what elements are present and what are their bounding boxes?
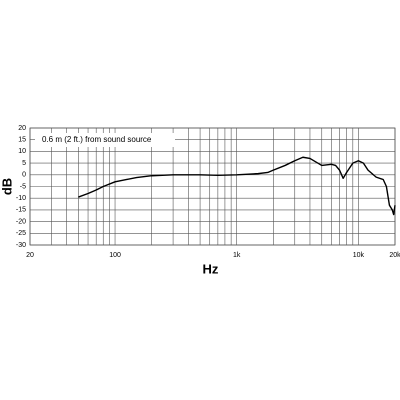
- y-axis-label: dB: [0, 178, 14, 195]
- response-curve: [78, 156, 396, 216]
- x-axis-label: Hz: [203, 261, 219, 276]
- y-tick-label: 10: [18, 148, 26, 155]
- y-tick-label: -25: [16, 230, 26, 237]
- x-tick-label: 10k: [353, 252, 365, 259]
- annotation-background: [35, 133, 175, 147]
- y-tick-label: 5: [22, 160, 26, 167]
- x-tick-label: 1k: [233, 252, 241, 259]
- y-tick-label: 15: [18, 137, 26, 144]
- y-tick-label: 20: [18, 125, 26, 132]
- y-tick-label: -30: [16, 242, 26, 249]
- plot-frame: [29, 127, 396, 246]
- y-tick-label: -10: [16, 195, 26, 202]
- y-tick-label: -5: [20, 183, 26, 190]
- y-tick-label: 0: [22, 172, 26, 179]
- y-tick-label: -15: [16, 207, 26, 214]
- y-tick-label: -20: [16, 218, 26, 225]
- annotation: 0.6 m (2 ft.) from sound source: [42, 135, 152, 144]
- x-tick-label: 20: [26, 252, 34, 259]
- x-tick-label: 20k: [389, 252, 400, 259]
- x-tick-label: 100: [109, 252, 121, 259]
